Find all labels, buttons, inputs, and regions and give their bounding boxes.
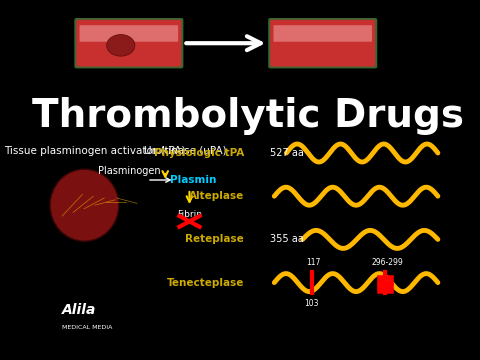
- Text: MEDICAL MEDIA: MEDICAL MEDIA: [62, 325, 113, 330]
- Text: 117: 117: [307, 258, 321, 267]
- Text: Fibrin: Fibrin: [177, 210, 202, 219]
- Text: Alila: Alila: [62, 303, 96, 316]
- Text: Urokinase (uPA): Urokinase (uPA): [144, 146, 227, 156]
- FancyBboxPatch shape: [274, 25, 372, 42]
- Text: Tissue plasminogen activator (tPA): Tissue plasminogen activator (tPA): [4, 146, 185, 156]
- FancyBboxPatch shape: [80, 25, 178, 42]
- Text: 296-299: 296-299: [372, 258, 403, 267]
- Text: Tenecteplase: Tenecteplase: [167, 278, 244, 288]
- Text: Alteplase: Alteplase: [189, 191, 244, 201]
- FancyBboxPatch shape: [268, 18, 377, 68]
- FancyBboxPatch shape: [74, 18, 183, 68]
- Text: Reteplase: Reteplase: [185, 234, 244, 244]
- Text: Physiologic tPA: Physiologic tPA: [154, 148, 244, 158]
- Ellipse shape: [107, 35, 135, 56]
- Text: 355 aa: 355 aa: [270, 234, 304, 244]
- Ellipse shape: [50, 169, 119, 241]
- Text: 527 aa: 527 aa: [270, 148, 304, 158]
- Text: Thrombolytic Drugs: Thrombolytic Drugs: [32, 97, 464, 135]
- FancyBboxPatch shape: [76, 20, 181, 67]
- Text: Plasmin: Plasmin: [170, 175, 216, 185]
- Text: Plasminogen: Plasminogen: [97, 166, 160, 176]
- FancyBboxPatch shape: [270, 20, 375, 67]
- Text: 103: 103: [304, 299, 318, 308]
